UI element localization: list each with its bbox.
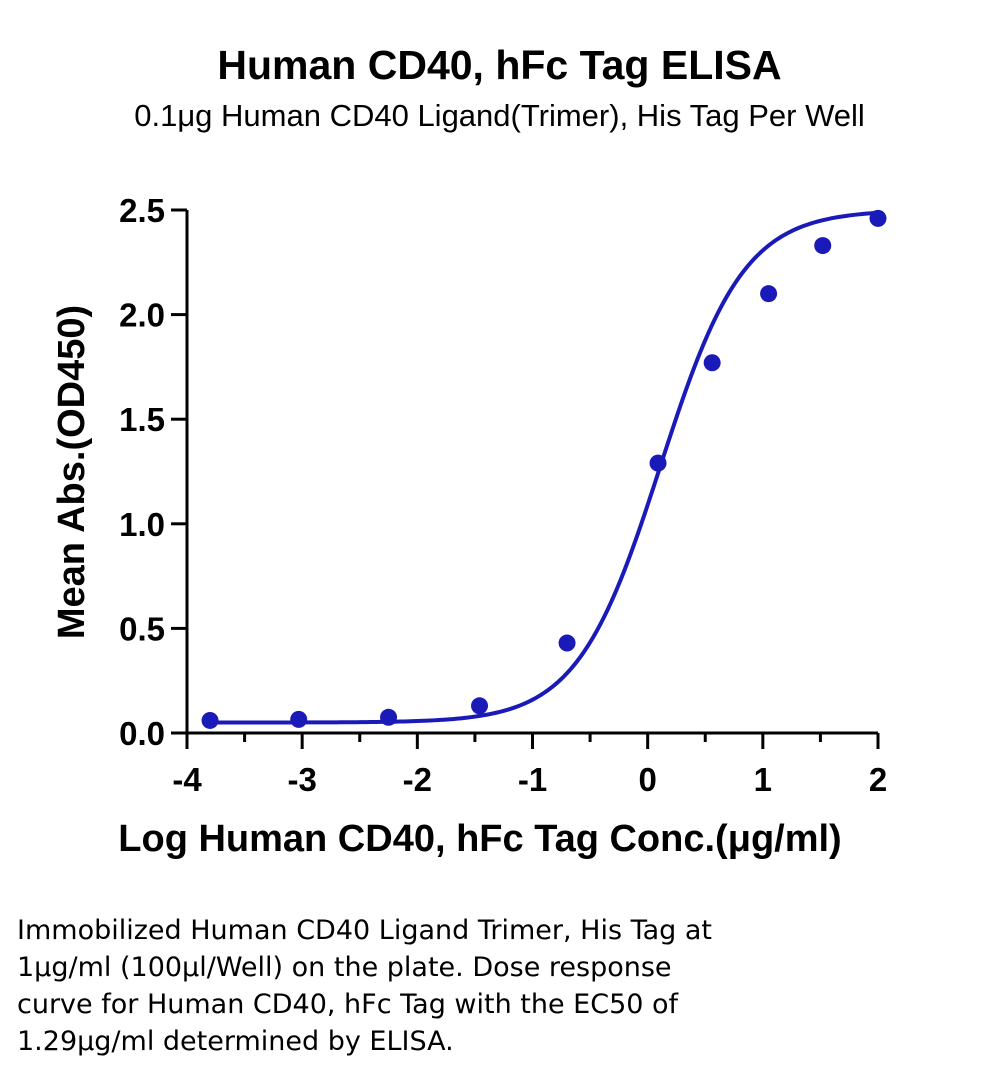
caption-line: Immobilized Human CD40 Ligand Trimer, Hi…	[17, 915, 713, 946]
fit-curve-group	[210, 210, 879, 725]
x-tick-label: -1	[518, 761, 547, 798]
x-tick-label: 0	[638, 761, 656, 798]
chart-area: 0.0 0.5 1.0 1.5 2.0 2.5 -4 -3 -2 -1 0 1 2 Log Human …	[51, 192, 887, 860]
data-point	[201, 711, 219, 729]
y-axis-title: Mean Abs.(OD450)	[51, 305, 93, 639]
fit-curve	[210, 210, 879, 725]
y-tick-label: 0.5	[119, 610, 165, 647]
caption-line: 1.29μg/ml determined by ELISA.	[17, 1026, 454, 1057]
data-point	[558, 634, 576, 652]
y-tick-label: 2.0	[119, 297, 165, 334]
x-axis-title: Log Human CD40, hFc Tag Conc.(μg/ml)	[118, 818, 841, 860]
x-tick-label: 2	[869, 761, 887, 798]
data-point	[649, 454, 667, 472]
x-tick-label: -3	[287, 761, 316, 798]
axes: 0.0 0.5 1.0 1.5 2.0 2.5 -4 -3 -2 -1 0 1 2	[119, 192, 887, 798]
x-tick-label: -2	[403, 761, 432, 798]
x-tick-label: 1	[754, 761, 772, 798]
caption-line: curve for Human CD40, hFc Tag with the E…	[17, 989, 679, 1020]
data-point	[471, 697, 489, 715]
caption: Immobilized Human CD40 Ligand Trimer, Hi…	[17, 912, 817, 1060]
y-tick-label: 2.5	[119, 192, 165, 229]
data-point	[814, 237, 832, 255]
x-tick-label: -4	[172, 761, 202, 798]
y-tick-label: 1.0	[119, 506, 165, 543]
data-point	[290, 710, 308, 728]
data-point	[869, 209, 887, 227]
data-point	[703, 354, 721, 372]
caption-line: 1μg/ml (100μl/Well) on the plate. Dose r…	[17, 952, 672, 983]
data-points-group	[201, 209, 887, 729]
y-tick-label: 0.0	[119, 715, 165, 752]
chart-title: Human CD40, hFc Tag ELISA	[217, 42, 782, 88]
data-point	[760, 285, 778, 303]
chart-subtitle: 0.1μg Human CD40 Ligand(Trimer), His Tag…	[134, 98, 865, 133]
y-tick-label: 1.5	[119, 401, 165, 438]
data-point	[380, 708, 398, 726]
